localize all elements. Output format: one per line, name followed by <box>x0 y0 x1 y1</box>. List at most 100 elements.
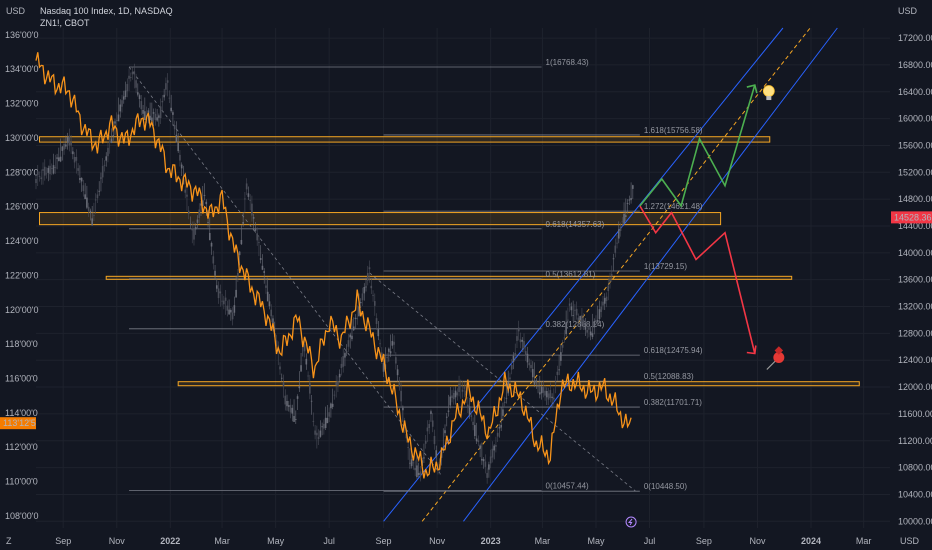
ndx-candle-body <box>391 341 394 346</box>
ndx-candle-body <box>47 167 50 173</box>
left-y-tick-label: 132'00'0 <box>5 99 38 109</box>
ndx-candle-body <box>621 221 624 223</box>
ndx-candle-body <box>410 459 413 467</box>
ndx-candle-body <box>530 364 532 369</box>
ndx-candle-body <box>300 365 302 372</box>
ndx-candle-body <box>484 461 487 467</box>
ndx-candle-body <box>445 416 448 418</box>
ndx-candle-body <box>173 125 176 130</box>
ndx-candle-body <box>245 183 248 190</box>
ndx-candle-body <box>623 213 625 224</box>
ndx-candle-body <box>128 75 130 79</box>
ndx-candle-body <box>168 97 171 99</box>
right-y-tick-label: 16800.00 <box>898 60 932 70</box>
ndx-candle-body <box>375 318 378 324</box>
x-tick-label: Nov <box>749 536 766 546</box>
ndx-candle-body <box>595 319 597 322</box>
ndx-candle-body <box>107 147 109 157</box>
right-y-tick-label: 16000.00 <box>898 114 932 124</box>
ndx-candle-body <box>612 258 615 260</box>
ndx-candle-body <box>172 112 174 115</box>
ndx-candle-body <box>435 450 438 458</box>
ndx-candle-body <box>114 121 116 124</box>
ndx-candle-body <box>586 329 588 333</box>
ndx-candle-body <box>546 390 548 398</box>
ndx-candle-body <box>242 221 244 224</box>
left-y-tick-label: 124'00'0 <box>5 236 38 246</box>
ndx-candle-body <box>619 227 622 231</box>
fib-extension-label: 1.272(14621.48) <box>644 202 703 211</box>
ndx-candle-body <box>428 423 431 428</box>
ndx-candle-body <box>100 177 102 179</box>
ndx-candle-body <box>216 285 218 289</box>
ndx-candle-body <box>287 405 290 407</box>
support-resistance-zone <box>39 212 722 226</box>
ndx-candle-body <box>398 382 401 387</box>
ndx-candle-body <box>358 306 360 317</box>
ndx-candle-body <box>616 242 618 244</box>
ndx-candle-body <box>579 315 581 321</box>
ndx-candle-body <box>626 203 629 204</box>
ndx-candle-body <box>337 380 339 387</box>
ndx-candle-body <box>461 389 464 392</box>
ndx-candle-body <box>603 297 606 304</box>
ndx-candle-body <box>389 351 392 354</box>
ndx-candle-body <box>558 369 560 371</box>
right-y-tick-label: 12400.00 <box>898 355 932 365</box>
ndx-candle-body <box>184 189 187 193</box>
ndx-candle-body <box>600 306 603 312</box>
fib-extension-label: 1(13729.15) <box>644 262 687 271</box>
ndx-candle-body <box>488 464 490 470</box>
ndx-candle-body <box>382 362 385 372</box>
ndx-candle-body <box>43 166 46 176</box>
right-y-tick-label: 12800.00 <box>898 328 932 338</box>
ndx-candle-body <box>556 371 559 375</box>
ndx-candle-body <box>331 403 334 407</box>
secondary-symbol-label[interactable]: ZN1!, CBOT <box>40 18 90 28</box>
ndx-candle-body <box>321 426 323 428</box>
ndx-candle-body <box>537 385 539 387</box>
ndx-candle-body <box>52 165 55 174</box>
ndx-candle-body <box>129 77 132 78</box>
right-y-tick-label: 14000.00 <box>898 248 932 258</box>
ndx-candle-body <box>489 456 492 464</box>
ndx-candle-body <box>542 386 545 393</box>
lightbulb-icon <box>762 85 775 101</box>
ndx-candle-body <box>317 436 320 440</box>
ndx-candle-body <box>166 80 169 83</box>
ndx-candle-body <box>433 435 436 445</box>
left-y-tick-label: 128'00'0 <box>5 167 38 177</box>
support-resistance-zone <box>177 381 860 387</box>
ndx-candle-body <box>252 217 255 219</box>
ndx-candle-body <box>363 287 366 294</box>
primary-symbol-label[interactable]: Nasdaq 100 Index, 1D, NASDAQ <box>40 6 173 16</box>
ndx-candle-body <box>582 319 585 326</box>
ndx-candle-body <box>158 115 160 118</box>
timezone-corner-label[interactable]: Z <box>6 536 12 546</box>
ndx-candle-body <box>275 340 278 347</box>
ndx-candle-body <box>63 144 65 150</box>
ndx-candle-body <box>56 157 58 159</box>
ndx-candle-body <box>217 288 220 299</box>
ndx-candle-body <box>121 100 123 107</box>
ndx-candle-body <box>538 392 541 395</box>
ndx-candle-body <box>514 353 517 355</box>
ndx-candle-body <box>460 385 462 387</box>
ndx-candle-body <box>79 177 81 180</box>
ndx-candle-body <box>186 194 188 197</box>
ndx-candle-body <box>54 167 57 169</box>
ndx-candle-body <box>533 381 536 385</box>
ndx-candle-body <box>333 394 336 396</box>
ndx-candle-body <box>475 438 478 442</box>
fib-retracement-label: 0(10457.44) <box>546 482 589 491</box>
ndx-candle-body <box>359 302 362 304</box>
ndx-candle-body <box>200 203 202 206</box>
ndx-candle-body <box>137 92 139 95</box>
x-tick-label: Jul <box>323 536 335 546</box>
ndx-candle-body <box>416 465 418 478</box>
ndx-candle-body <box>59 156 62 162</box>
ndx-candle-body <box>249 199 251 201</box>
ndx-candle-body <box>403 426 406 428</box>
